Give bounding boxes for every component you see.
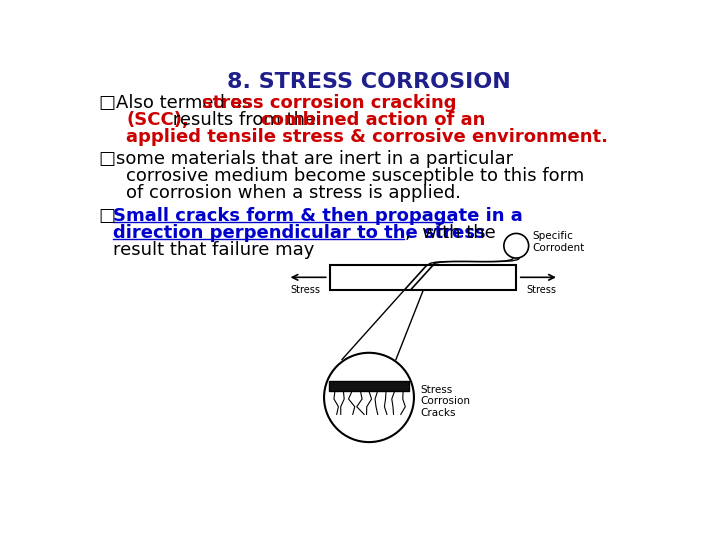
Text: □Also termed as: □Also termed as: [99, 94, 257, 112]
Text: Specific
Corrodent: Specific Corrodent: [533, 231, 585, 253]
Text: ,  with the: , with the: [405, 224, 496, 242]
Text: Stress
Corrosion
Cracks: Stress Corrosion Cracks: [420, 384, 470, 418]
Text: applied tensile stress & corrosive environment.: applied tensile stress & corrosive envir…: [127, 128, 608, 146]
Text: results from the: results from the: [167, 111, 322, 129]
Bar: [329, 381, 409, 392]
Text: 8. STRESS CORROSION: 8. STRESS CORROSION: [227, 72, 511, 92]
Text: Small cracks form & then propagate in a: Small cracks form & then propagate in a: [113, 207, 523, 225]
Text: corrosive medium become susceptible to this form: corrosive medium become susceptible to t…: [127, 167, 585, 185]
Text: combined action of an: combined action of an: [261, 111, 486, 129]
Text: result that failure may: result that failure may: [113, 241, 315, 259]
Text: of corrosion when a stress is applied.: of corrosion when a stress is applied.: [127, 184, 462, 201]
Text: Stress: Stress: [526, 285, 556, 295]
FancyBboxPatch shape: [87, 62, 651, 484]
Circle shape: [504, 233, 528, 258]
Circle shape: [324, 353, 414, 442]
Text: direction perpendicular to the stress: direction perpendicular to the stress: [113, 224, 486, 242]
Bar: [330, 265, 516, 289]
Text: □: □: [99, 207, 122, 225]
Text: (SCC),: (SCC),: [127, 111, 189, 129]
Text: □some materials that are inert in a particular: □some materials that are inert in a part…: [99, 150, 513, 168]
Text: Stress: Stress: [290, 285, 320, 295]
Text: stress corrosion cracking: stress corrosion cracking: [202, 94, 456, 112]
